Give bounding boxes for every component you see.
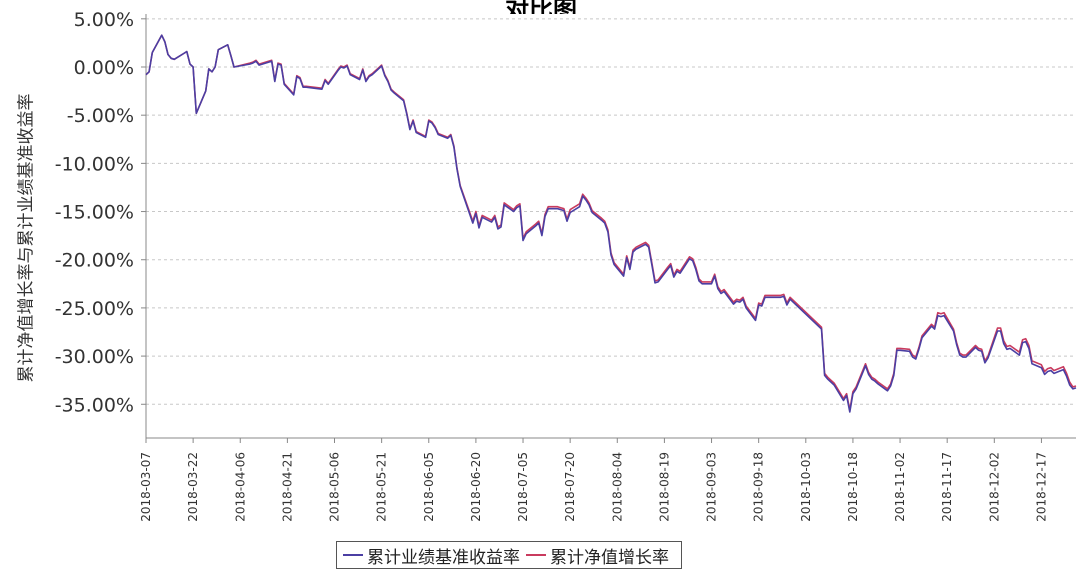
x-tick-label: 2018-05-21 (375, 452, 389, 522)
x-tick-label: 2018-10-03 (799, 452, 813, 522)
x-tick-label: 2018-07-20 (563, 452, 577, 522)
axes (141, 14, 1076, 443)
plot-area (146, 14, 1076, 438)
series-line-benchmark (145, 34, 1077, 413)
y-tick-label: -10.00% (55, 153, 134, 175)
line-chart: 5.00% 0.00% -5.00% -10.00% -15.00% -20.00% -25… (55, 9, 1077, 522)
y-tick-labels: 5.00% 0.00% -5.00% -10.00% -15.00% -20.00% -25… (55, 9, 134, 416)
y-tick-label: 0.00% (74, 57, 134, 79)
y-tick-label: -25.00% (55, 298, 134, 320)
y-tick-label: -5.00% (67, 105, 134, 127)
x-tick-label: 2018-04-06 (233, 452, 247, 522)
x-tick-label: 2018-07-05 (516, 452, 530, 522)
x-tick-label: 2018-11-17 (940, 452, 954, 522)
y-tick-label: -30.00% (55, 346, 134, 368)
legend-item-nav-growth: 累计净值增长率 (526, 543, 669, 568)
x-tick-label: 2018-09-18 (752, 452, 766, 522)
x-tick-labels: 2018-03-07 2018-03-22 2018-04-06 2018-04-21… (139, 452, 1048, 522)
series-lines (145, 34, 1077, 413)
legend: 累计业绩基准收益率 累计净值增长率 (336, 541, 682, 569)
x-tick-label: 2018-08-04 (610, 452, 624, 522)
legend-swatch-nav-growth (526, 554, 546, 556)
legend-label-nav-growth: 累计净值增长率 (550, 547, 669, 568)
y-tick-label: -15.00% (55, 202, 134, 224)
x-tick-label: 2018-05-06 (328, 452, 342, 522)
x-tick-label: 2018-04-21 (280, 452, 294, 522)
x-tick-label: 2018-09-03 (705, 452, 719, 522)
x-tick-label: 2018-12-17 (1034, 452, 1048, 522)
x-tick-label: 2018-10-18 (846, 452, 860, 522)
legend-item-benchmark: 累计业绩基准收益率 (343, 543, 520, 568)
y-tick-label: 5.00% (74, 9, 134, 31)
x-tick-label: 2018-03-22 (186, 452, 200, 522)
x-tick-label: 2018-06-20 (469, 452, 483, 522)
x-tick-label: 2018-03-07 (139, 452, 153, 522)
x-tick-label: 2018-12-02 (987, 452, 1001, 522)
y-tick-label: -35.00% (55, 394, 134, 416)
legend-swatch-benchmark (343, 554, 363, 556)
y-tick-label: -20.00% (55, 250, 134, 272)
legend-label-benchmark: 累计业绩基准收益率 (367, 547, 520, 568)
grid-lines (146, 14, 1076, 438)
x-tick-label: 2018-06-05 (422, 452, 436, 522)
x-tick-label: 2018-08-19 (657, 452, 671, 522)
x-tick-label: 2018-11-02 (893, 452, 907, 522)
